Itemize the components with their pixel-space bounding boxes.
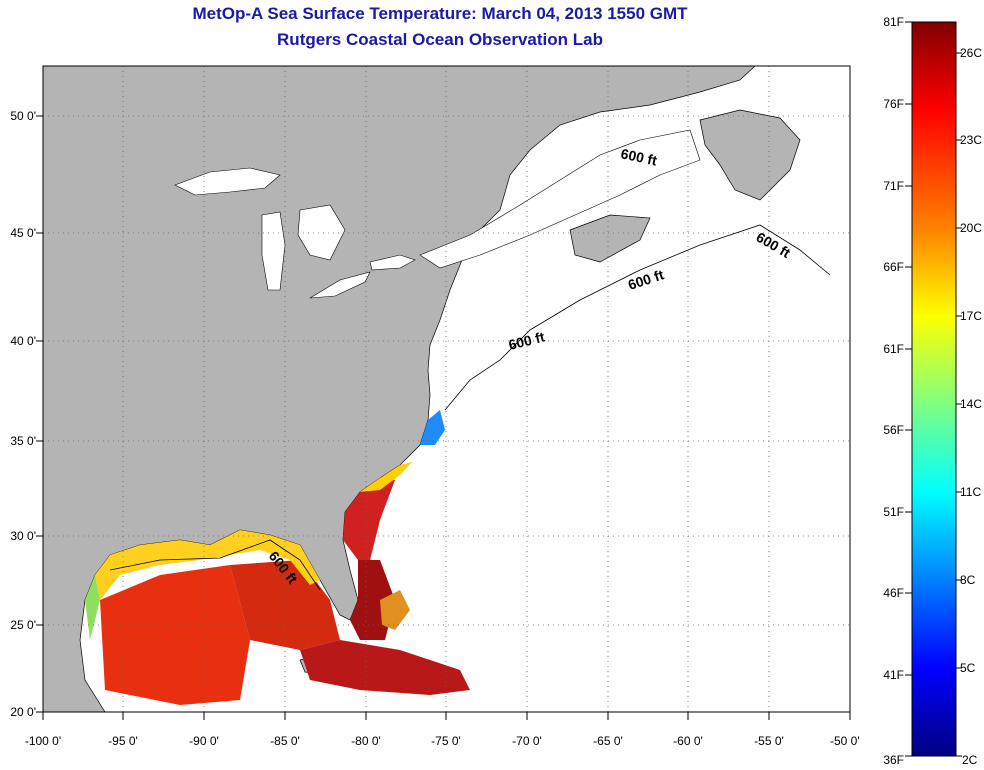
sst-bahamas — [380, 590, 410, 630]
longitude-axis — [42, 712, 851, 720]
lon-tick-label: -75 0' — [431, 734, 461, 748]
lon-tick-label: -65 0' — [593, 734, 623, 748]
lat-tick-label: 50 0' — [10, 109, 36, 123]
colorbar-c-label: 26C — [960, 46, 982, 60]
lat-tick-label: 45 0' — [10, 226, 36, 240]
lat-tick-label: 40 0' — [10, 334, 36, 348]
colorbar-c-label: 20C — [960, 221, 982, 235]
lake-superior — [174, 167, 281, 196]
colorbar-f-label: 81F — [883, 15, 904, 29]
lon-tick-label: -100 0' — [25, 734, 61, 748]
lon-tick-label: -60 0' — [673, 734, 703, 748]
colorbar-f-label: 46F — [883, 586, 904, 600]
colorbar-c-label: 2C — [962, 753, 978, 767]
sst-gulf-west — [100, 565, 250, 705]
map-subtitle: Rutgers Coastal Ocean Observation Lab — [277, 30, 603, 49]
latitude-axis — [36, 115, 43, 713]
colorbar-f-label: 71F — [883, 179, 904, 193]
sst-caribbean — [300, 640, 470, 695]
lat-tick-label: 20 0' — [10, 705, 36, 719]
map-title: MetOp-A Sea Surface Temperature: March 0… — [192, 4, 688, 23]
sst-gulf-edge — [85, 575, 100, 640]
colorbar-f-label: 56F — [883, 423, 904, 437]
isobath-label-1: 600 ft — [619, 145, 658, 168]
sst-data-overlay — [85, 410, 470, 705]
lon-tick-label: -70 0' — [512, 734, 542, 748]
sst-gulf-coast — [95, 530, 320, 600]
lon-tick-label: -80 0' — [351, 734, 381, 748]
isobath-600ft — [109, 224, 831, 591]
colorbar-c-ticks — [956, 52, 962, 757]
colorbar-c-label: 14C — [960, 397, 982, 411]
colorbar-f-label: 61F — [883, 342, 904, 356]
st-lawrence-gulf — [419, 129, 701, 269]
newfoundland-land — [699, 109, 801, 201]
lake-huron — [297, 204, 346, 261]
nova-scotia-land — [569, 214, 651, 263]
lon-tick-label: -85 0' — [270, 734, 300, 748]
lon-tick-label: -90 0' — [189, 734, 219, 748]
colorbar-f-label: 36F — [883, 753, 904, 767]
sst-east-coast — [343, 478, 395, 560]
temperature-colorbar — [911, 21, 957, 757]
sst-hatteras — [420, 410, 445, 445]
lon-tick-label: -95 0' — [108, 734, 138, 748]
colorbar-f-label: 51F — [883, 505, 904, 519]
colorbar-f-ticks — [905, 21, 912, 757]
lon-tick-label: -55 0' — [754, 734, 784, 748]
lon-tick-label: -50 0' — [830, 734, 860, 748]
lat-tick-label: 25 0' — [10, 618, 36, 632]
lat-tick-label: 30 0' — [10, 529, 36, 543]
colorbar-f-label: 76F — [883, 97, 904, 111]
lake-michigan — [261, 211, 286, 291]
lat-tick-label: 35 0' — [10, 434, 36, 448]
lake-erie — [309, 271, 371, 299]
colorbar-f-label: 41F — [883, 668, 904, 682]
lake-ontario — [369, 254, 416, 271]
colorbar-c-label: 23C — [960, 133, 982, 147]
sst-carolina-shelf — [360, 462, 412, 492]
colorbar-c-label: 11C — [960, 485, 981, 499]
colorbar-c-label: 17C — [960, 309, 982, 323]
colorbar-f-label: 66F — [883, 260, 904, 274]
colorbar-c-label: 8C — [960, 573, 976, 587]
colorbar-c-label: 5C — [960, 661, 976, 675]
